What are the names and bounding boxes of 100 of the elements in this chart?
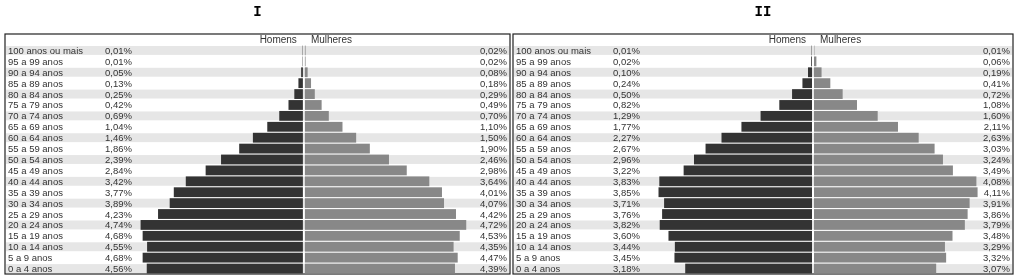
y-tick-label: 100 anos ou mais <box>516 44 592 56</box>
data-label: 3,79% <box>983 219 1011 231</box>
data-label: 3,44% <box>613 241 641 253</box>
y-tick-label: 55 a 59 anos <box>516 143 572 155</box>
data-label: 4,11% <box>983 186 1011 198</box>
data-label: 4,01% <box>480 186 508 198</box>
data-label: 0,72% <box>983 88 1011 100</box>
data-label: 4,08% <box>983 175 1011 187</box>
y-tick-label: 60 a 64 anos <box>516 132 572 144</box>
data-label: 0,24% <box>613 77 641 89</box>
data-label: 4,47% <box>480 252 508 264</box>
data-label: 4,56% <box>105 263 133 275</box>
y-tick-label: 50 a 54 anos <box>516 154 572 165</box>
data-label: 1,04% <box>105 121 133 133</box>
data-label: 2,11% <box>983 121 1011 133</box>
data-label: 1,90% <box>480 143 508 155</box>
data-label: 0,01% <box>613 44 641 56</box>
data-label: 3,32% <box>983 252 1011 264</box>
data-label: 3,82% <box>613 219 641 231</box>
data-label: 0,08% <box>480 66 508 78</box>
data-label: 0,19% <box>983 66 1011 78</box>
data-label: 2,98% <box>480 164 508 176</box>
data-label: 1,10% <box>480 121 508 133</box>
data-label: 3,60% <box>613 230 641 242</box>
y-tick-label: 75 a 79 anos <box>516 99 572 111</box>
data-label: 0,50% <box>613 88 641 100</box>
data-label: 4,39% <box>480 263 508 275</box>
data-label: 0,25% <box>105 88 133 100</box>
y-tick-label: 15 a 19 anos <box>516 230 572 242</box>
data-label: 0,02% <box>480 44 508 56</box>
data-label: 3,83% <box>613 175 641 187</box>
data-label: 4,35% <box>480 241 508 253</box>
data-label: 3,85% <box>613 186 641 198</box>
data-label: 0,06% <box>983 55 1011 67</box>
y-tick-label: 80 a 84 anos <box>516 88 572 100</box>
y-tick-label: 65 a 69 anos <box>8 121 64 133</box>
data-label: 2,67% <box>613 143 641 155</box>
y-tick-label: 80 a 84 anos <box>8 88 64 100</box>
data-label: 1,60% <box>983 110 1011 122</box>
data-label: 3,48% <box>983 230 1011 242</box>
y-tick-label: 40 a 44 anos <box>516 175 572 187</box>
data-label: 2,46% <box>480 154 508 165</box>
y-tick-label: 0 a 4 anos <box>516 263 561 275</box>
data-label: 0,49% <box>480 99 508 111</box>
data-label: 1,46% <box>105 132 133 144</box>
data-label: 3,03% <box>983 143 1011 155</box>
data-label: 1,77% <box>613 121 641 133</box>
data-label: 3,24% <box>983 154 1011 165</box>
data-label: 2,63% <box>983 132 1011 144</box>
y-tick-label: 5 a 9 anos <box>516 252 561 264</box>
data-label: 3,64% <box>480 175 508 187</box>
y-tick-label: 45 a 49 anos <box>516 164 572 176</box>
y-tick-label: 90 a 94 anos <box>516 66 572 78</box>
data-label: 2,96% <box>613 154 641 165</box>
data-label: 0,13% <box>105 77 133 89</box>
data-label: 0,29% <box>480 88 508 100</box>
chart-title: II <box>754 4 772 20</box>
y-tick-label: 30 a 34 anos <box>8 197 64 209</box>
data-label: 4,07% <box>480 197 508 209</box>
data-label: 0,69% <box>105 110 133 122</box>
data-label: 3,76% <box>613 208 641 220</box>
y-tick-label: 45 a 49 anos <box>8 164 64 176</box>
data-label: 0,42% <box>105 99 133 111</box>
y-tick-label: 70 a 74 anos <box>8 110 64 122</box>
y-tick-label: 100 anos ou mais <box>8 44 84 56</box>
data-label: 3,86% <box>983 208 1011 220</box>
series-label: Homens <box>259 34 297 45</box>
y-tick-label: 5 a 9 anos <box>8 252 53 264</box>
y-tick-label: 20 a 24 anos <box>8 219 64 231</box>
data-label: 3,49% <box>983 164 1011 176</box>
data-label: 3,71% <box>613 197 641 209</box>
y-tick-label: 10 a 14 anos <box>8 241 64 253</box>
data-label: 3,07% <box>983 263 1011 275</box>
y-tick-label: 85 a 89 anos <box>516 77 572 89</box>
y-tick-label: 75 a 79 anos <box>8 99 64 111</box>
data-label: 4,23% <box>105 208 133 220</box>
y-tick-label: 65 a 69 anos <box>516 121 572 133</box>
y-tick-label: 0 a 4 anos <box>8 263 53 275</box>
y-tick-label: 60 a 64 anos <box>8 132 64 144</box>
data-label: 3,22% <box>613 164 641 176</box>
data-label: 0,01% <box>105 55 133 67</box>
data-label: 0,70% <box>480 110 508 122</box>
y-tick-label: 20 a 24 anos <box>516 219 572 231</box>
data-label: 0,01% <box>105 44 133 56</box>
data-label: 1,08% <box>983 99 1011 111</box>
series-label: Homens <box>768 34 806 45</box>
y-tick-label: 10 a 14 anos <box>516 241 572 253</box>
data-label: 0,02% <box>613 55 641 67</box>
data-label: 1,86% <box>105 143 133 155</box>
data-label: 1,29% <box>613 110 641 122</box>
series-label: Mulheres <box>820 34 862 45</box>
y-tick-label: 90 a 94 anos <box>8 66 64 78</box>
y-tick-label: 70 a 74 anos <box>516 110 572 122</box>
data-label: 4,42% <box>480 208 508 220</box>
y-tick-label: 25 a 29 anos <box>516 208 572 220</box>
data-label: 4,74% <box>105 219 133 231</box>
data-label: 3,77% <box>105 186 133 198</box>
data-label: 3,89% <box>105 197 133 209</box>
y-tick-label: 95 a 99 anos <box>8 55 64 67</box>
data-label: 0,10% <box>613 66 641 78</box>
